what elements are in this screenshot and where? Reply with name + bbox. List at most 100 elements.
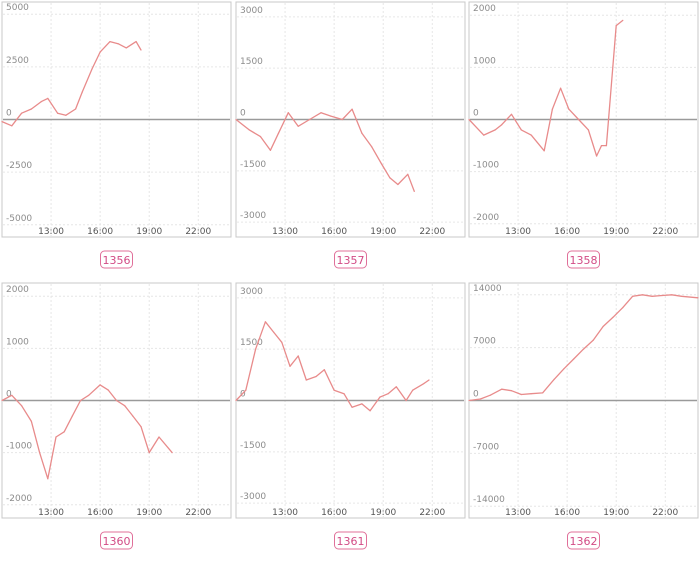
- chart-label-badge: 1362: [567, 531, 600, 550]
- data-point: [602, 325, 604, 328]
- data-point: [615, 25, 617, 27]
- data-point: [381, 163, 383, 165]
- data-point: [245, 389, 247, 391]
- chart-panel-1356: 5000 2500 0 -2500 -5000 13:00 16:00 19:00 22:00 1…: [1, 1, 232, 269]
- data-point: [305, 379, 307, 381]
- y-tick-label: 14000: [473, 284, 502, 294]
- y-tick-label: 2500: [6, 56, 29, 66]
- data-point: [125, 47, 127, 49]
- data-point: [605, 145, 608, 147]
- data-point: [468, 118, 470, 121]
- chart-panel-1361: 3000 1500 0 -1500 -3000 13:00 16:00 19:00 22:00 1…: [235, 282, 466, 550]
- data-point: [259, 136, 262, 138]
- data-point: [171, 452, 173, 454]
- x-tick-label: 19:00: [603, 508, 629, 518]
- data-point: [47, 97, 49, 99]
- data-point: [264, 321, 266, 323]
- data-point: [323, 369, 325, 371]
- data-point: [361, 403, 363, 405]
- data-point: [158, 436, 160, 438]
- data-point: [81, 91, 83, 93]
- data-point: [520, 129, 522, 131]
- chart-label-badge: 1356: [100, 250, 133, 269]
- data-point: [587, 129, 590, 131]
- series-line: [468, 19, 624, 157]
- y-tick-label: 0: [473, 109, 479, 119]
- data-point: [622, 307, 624, 309]
- badge-box: [334, 250, 367, 269]
- data-point: [235, 118, 237, 121]
- data-point: [407, 173, 409, 175]
- y-tick-label: 1000: [6, 337, 29, 347]
- data-point: [309, 118, 311, 121]
- data-point: [371, 146, 373, 148]
- x-tick-label: 13:00: [505, 508, 531, 518]
- chart-id-label: 1356: [103, 254, 131, 267]
- data-point: [124, 405, 126, 407]
- data-point: [483, 134, 485, 136]
- data-point: [30, 420, 32, 422]
- badge-box: [100, 250, 133, 269]
- x-tick-label: 22:00: [185, 508, 211, 518]
- y-tick-label: 0: [6, 109, 12, 119]
- data-point: [63, 431, 65, 433]
- data-point: [578, 118, 580, 121]
- y-tick-label: -2500: [6, 161, 32, 171]
- data-point: [494, 129, 496, 131]
- data-point: [1, 399, 3, 402]
- data-point: [117, 43, 119, 45]
- data-point: [661, 294, 663, 297]
- y-tick-label: -1000: [473, 161, 499, 171]
- y-tick-label: 2000: [473, 4, 496, 14]
- data-point: [65, 114, 67, 116]
- data-point: [387, 393, 389, 395]
- y-tick-label: -5000: [6, 214, 32, 224]
- data-point: [501, 388, 503, 390]
- chart-id-label: 1360: [103, 535, 131, 548]
- y-tick-label: -2000: [6, 494, 32, 504]
- badge-box: [567, 531, 600, 550]
- data-point: [551, 108, 554, 110]
- chart-id-label: 1361: [337, 535, 365, 548]
- chart-label-badge: 1360: [100, 531, 133, 550]
- data-point: [1, 121, 3, 123]
- data-point: [148, 452, 150, 454]
- chart-panel-1358: 2000 1000 0 -1000 -2000 13:00 16:00 19:00 22:00 1…: [468, 1, 699, 269]
- x-tick-label: 16:00: [321, 227, 347, 237]
- data-point: [563, 368, 565, 370]
- data-point: [351, 108, 353, 110]
- x-tick-label: 22:00: [652, 227, 678, 237]
- data-point: [57, 112, 59, 114]
- x-tick-label: 19:00: [603, 227, 629, 237]
- data-point: [88, 394, 90, 396]
- data-point: [468, 399, 470, 402]
- chart-id-label: 1362: [570, 535, 598, 548]
- x-tick-label: 19:00: [136, 508, 162, 518]
- y-tick-label: 1000: [473, 56, 496, 66]
- y-tick-label: -14000: [473, 495, 505, 505]
- data-point: [489, 394, 491, 396]
- data-point: [91, 68, 93, 70]
- y-tick-label: 1500: [240, 57, 263, 67]
- y-tick-label: 0: [240, 109, 246, 119]
- y-tick-label: -1000: [6, 442, 32, 452]
- x-tick-label: 22:00: [185, 227, 211, 237]
- x-tick-label: 19:00: [136, 227, 162, 237]
- chart-label-badge: 1358: [567, 250, 600, 269]
- data-point: [315, 375, 317, 378]
- data-point: [320, 112, 322, 114]
- data-point: [428, 379, 430, 381]
- x-tick-label: 16:00: [554, 508, 580, 518]
- x-tick-label: 16:00: [554, 227, 580, 237]
- data-point: [369, 410, 371, 412]
- data-point: [592, 339, 594, 341]
- data-point: [40, 101, 42, 103]
- data-point: [412, 389, 414, 391]
- data-point: [553, 378, 555, 380]
- data-point: [651, 295, 653, 297]
- data-point: [681, 295, 683, 297]
- data-point: [135, 41, 137, 43]
- y-tick-label: 0: [6, 390, 12, 400]
